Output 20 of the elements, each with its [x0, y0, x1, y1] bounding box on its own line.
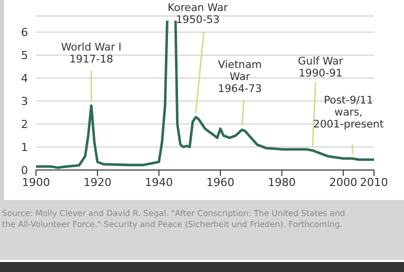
- y-tick-label: 0: [21, 164, 28, 177]
- y-tick-label: 5: [21, 48, 28, 62]
- annotation: Vietnam War 1964-73: [218, 58, 262, 95]
- x-tick-label: 1980: [268, 176, 296, 189]
- y-tick-label: 2: [21, 118, 28, 131]
- annotation: Post-9/11 wars, 2001-present: [313, 94, 384, 131]
- annotation: Korean War 1950-53: [168, 2, 229, 26]
- x-tick-label: 1960: [206, 176, 234, 189]
- y-tick-label: 3: [21, 94, 28, 108]
- annotation: World War I 1917-18: [61, 42, 122, 66]
- y-tick-label: 1: [21, 140, 28, 154]
- x-tick-label: 2000: [329, 176, 358, 189]
- y-tick-label: 6: [21, 26, 28, 39]
- y-tick-label: 4: [21, 72, 28, 85]
- x-tick-label: 1920: [83, 176, 112, 189]
- x-tick-label: 2010: [360, 176, 388, 189]
- source-note: Source: Molly Clever and David R. Segal. "After Conscription: The United States and the All-Volunteer Force." Security and Peace (Sicherheit und Frieden). Forthcoming.: [2, 208, 346, 230]
- annotation: Gulf War 1990-91: [298, 55, 344, 80]
- x-tick-label: 1940: [144, 176, 173, 189]
- x-tick-label: 1900: [22, 176, 50, 189]
